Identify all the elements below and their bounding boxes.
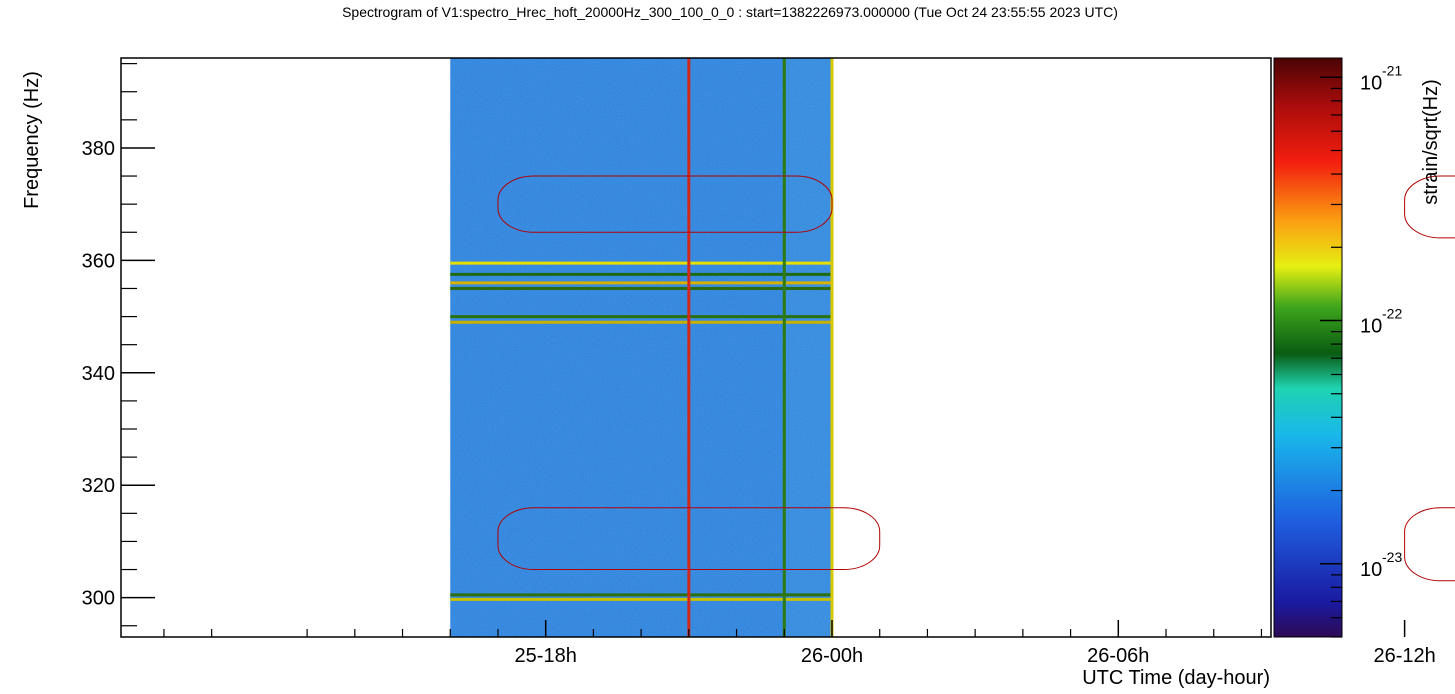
plot-frame [120,57,1272,638]
colorbar-tick-base: 10 [1360,559,1382,581]
colorbar-tick-base: 10 [1360,316,1382,338]
x-tick-label: 26-12h [1373,645,1435,667]
y-axis-label: Frequency (Hz) [21,71,43,209]
x-tick-label: 25-18h [515,645,577,667]
annotation-ellipse [1404,175,1455,239]
colorbar-label: strain/sqrt(Hz) [1420,79,1442,205]
y-tick-label: 320 [82,475,115,497]
axes: 25-18h26-00h26-06h26-12h26-18h27-00h27-0… [82,63,1436,667]
colorbar-tick-base: 10 [1360,72,1382,94]
x-tick-label: 26-06h [1087,645,1149,667]
y-tick-label: 380 [82,138,115,160]
spectrogram-plot [450,58,834,637]
segment-texture [450,58,785,637]
colorbar-tick-exponent: -22 [1382,306,1402,322]
colorbar-tick-exponent: -21 [1382,62,1402,78]
annotation-ellipse [497,175,833,233]
annotation-ellipse [497,507,881,571]
annotation-ellipse [1404,507,1455,582]
y-tick-label: 340 [82,363,115,385]
segment-texture [784,58,832,637]
y-tick-label: 300 [82,588,115,610]
chart-title: Spectrogram of V1:spectro_Hrec_hoft_2000… [342,4,1118,20]
colorbar-tick-exponent: -23 [1382,549,1402,565]
x-axis-label: UTC Time (day-hour) [1082,667,1270,689]
y-tick-label: 360 [82,250,115,272]
colorbar-gradient [1273,57,1343,638]
x-tick-label: 26-00h [801,645,863,667]
